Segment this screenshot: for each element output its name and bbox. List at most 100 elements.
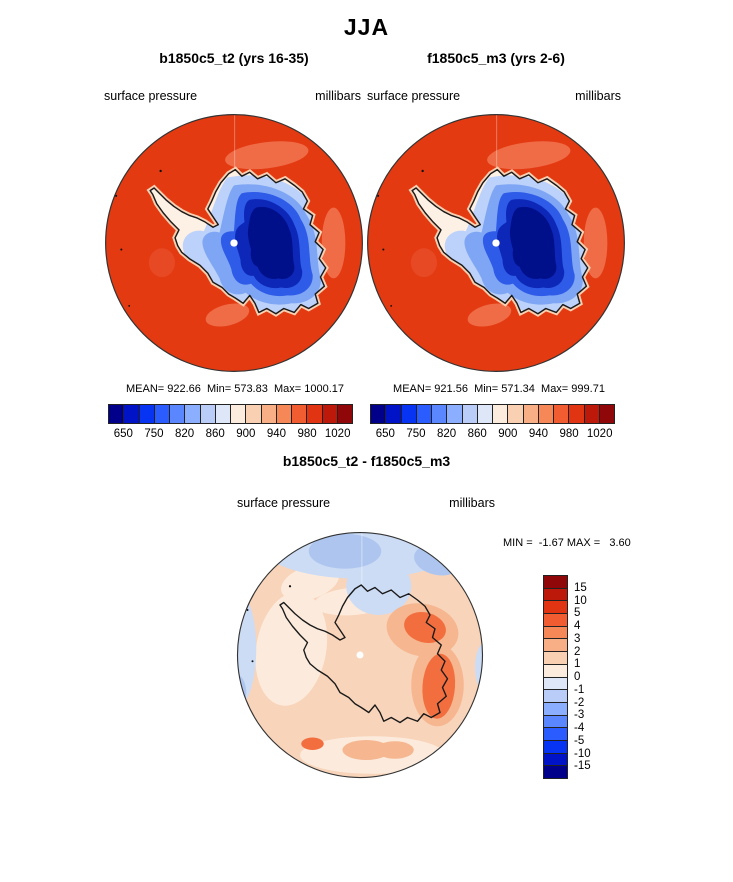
colorbar-tick: 650 <box>375 428 395 440</box>
map-pressure-left <box>103 112 365 374</box>
colorbar-segment <box>544 601 567 615</box>
colorbar-segment <box>544 740 567 754</box>
colorbar-segment <box>538 405 554 423</box>
colorbar-segment <box>124 405 140 423</box>
colorbar-tick: 820 <box>174 428 195 440</box>
colorbar-label: -1 <box>574 683 585 696</box>
colorbar-label: 10 <box>574 594 587 607</box>
colorbar-segment <box>599 405 614 423</box>
diff-field-label: surface pressure <box>237 496 331 510</box>
colorbar-tick: 650 <box>113 428 133 440</box>
colorbar-segment <box>544 588 567 602</box>
field-label-right: surface pressure <box>367 89 461 103</box>
colorbar-tick: 980 <box>559 428 579 440</box>
colorbar-label: -5 <box>574 734 585 747</box>
colorbar-segment <box>401 405 417 423</box>
colorbar-segment <box>416 405 432 423</box>
colorbar-tick: 860 <box>467 428 487 440</box>
colorbar-segment <box>584 405 600 423</box>
pressure-colorbar-left <box>108 404 353 424</box>
colorbar-segment <box>139 405 155 423</box>
colorbar-label: -2 <box>574 696 585 709</box>
field-label-left: surface pressure <box>104 89 198 103</box>
colorbar-tick: 980 <box>297 428 317 440</box>
colorbar-segment <box>544 626 567 640</box>
diff-colorbar-labels: 15 10 5 4 3 2 1 0 -1 -2 -3 -4 -5 -10 -15 <box>574 575 614 779</box>
colorbar-segment <box>544 677 567 691</box>
colorbar-label: -10 <box>574 747 591 760</box>
pole-dot <box>356 651 364 659</box>
colorbar-segment <box>544 702 567 716</box>
map-pressure-right <box>365 112 627 374</box>
colorbar-segment <box>447 405 463 423</box>
colorbar-tick: 1020 <box>586 428 613 440</box>
colorbar-segment <box>215 405 231 423</box>
colorbar-segment <box>493 405 509 423</box>
label-row-right: surface pressure millibars <box>367 89 621 103</box>
colorbar-tick: 750 <box>144 428 164 440</box>
colorbar-segment <box>544 715 567 729</box>
label-row-left: surface pressure millibars <box>104 89 361 103</box>
panel-title-left: b1850c5_t2 (yrs 16-35) <box>159 50 309 66</box>
colorbar-label: 5 <box>574 607 581 620</box>
colorbar-segment <box>109 405 125 423</box>
units-label-left: millibars <box>315 89 361 103</box>
colorbar-segment <box>569 405 585 423</box>
colorbar-segment <box>185 405 201 423</box>
colorbar-tick: 860 <box>205 428 225 440</box>
colorbar-label: -4 <box>574 722 585 734</box>
colorbar-segment <box>508 405 524 423</box>
diff-colorbar <box>543 575 568 779</box>
colorbar-segment <box>246 405 262 423</box>
colorbar-label: -15 <box>574 760 591 773</box>
pressure-colorbar-ticks-left: 650 750 820 860 900 940 980 1020 <box>108 428 353 442</box>
colorbar-segment <box>544 766 567 778</box>
diff-map-fills <box>237 532 483 774</box>
colorbar-segment <box>154 405 170 423</box>
stats-right: MEAN= 921.56 Min= 571.34 Max= 999.71 <box>393 383 605 395</box>
colorbar-segment <box>544 614 567 627</box>
colorbar-segment <box>432 405 448 423</box>
page-title: JJA <box>343 14 390 40</box>
colorbar-label: -3 <box>574 709 585 722</box>
colorbar-label: 15 <box>574 581 587 594</box>
panel-title-right: f1850c5_m3 (yrs 2-6) <box>427 50 565 66</box>
colorbar-label: 4 <box>574 620 581 632</box>
colorbar-segment <box>322 405 338 423</box>
units-label-right: millibars <box>575 89 621 103</box>
stats-left: MEAN= 922.66 Min= 573.83 Max= 1000.17 <box>125 383 344 395</box>
colorbar-tick: 820 <box>436 428 457 440</box>
colorbar-segment <box>544 664 567 678</box>
colorbar-segment <box>337 405 352 423</box>
map-outline <box>236 531 484 779</box>
colorbar-label: 3 <box>574 632 581 645</box>
colorbar-segment <box>200 405 216 423</box>
colorbar-label: 0 <box>574 671 581 683</box>
colorbar-segment <box>276 405 292 423</box>
colorbar-segment <box>371 405 387 423</box>
colorbar-segment <box>544 576 567 589</box>
colorbar-segment <box>261 405 277 423</box>
map-difference <box>236 531 484 779</box>
colorbar-segment <box>292 405 308 423</box>
colorbar-segment <box>231 405 247 423</box>
colorbar-segment <box>307 405 323 423</box>
colorbar-tick: 750 <box>406 428 426 440</box>
colorbar-tick: 900 <box>236 428 256 440</box>
colorbar-tick: 940 <box>266 428 287 440</box>
colorbar-segment <box>544 690 567 703</box>
colorbar-segment <box>544 753 567 767</box>
colorbar-tick: 1020 <box>324 428 351 440</box>
colorbar-label: 2 <box>574 645 581 658</box>
colorbar-segment <box>462 405 478 423</box>
diff-units-label: millibars <box>449 496 495 510</box>
colorbar-segment <box>544 639 567 653</box>
diff-stats: MIN = -1.67 MAX = 3.60 <box>503 537 631 549</box>
colorbar-segment <box>523 405 539 423</box>
colorbar-segment <box>554 405 570 423</box>
colorbar-segment <box>544 652 567 665</box>
colorbar-segment <box>386 405 402 423</box>
colorbar-segment <box>170 405 186 423</box>
colorbar-label: 1 <box>574 658 581 671</box>
